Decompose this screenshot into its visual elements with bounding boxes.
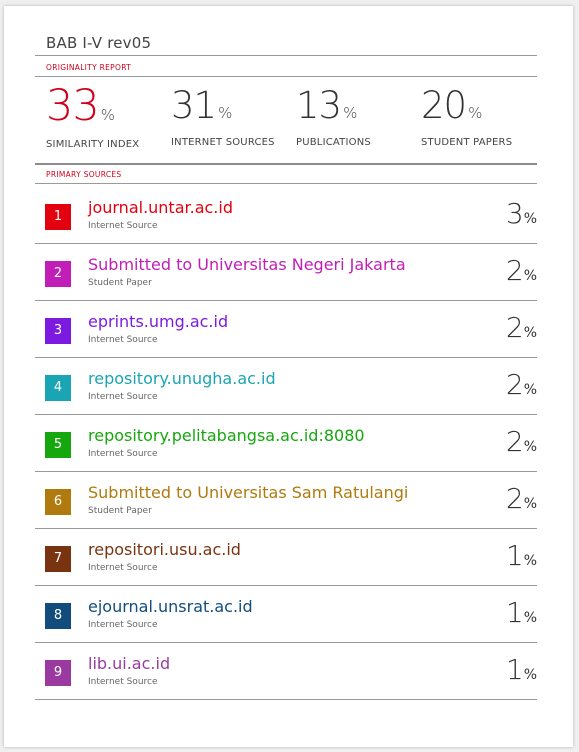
source-rank-badge: 3 <box>45 318 71 344</box>
source-percent-value: 1 <box>505 596 524 629</box>
student-papers-label: STUDENT PAPERS <box>421 137 513 148</box>
source-name-link[interactable]: repository.unugha.ac.id <box>88 369 276 388</box>
source-rank-badge: 4 <box>45 375 71 401</box>
source-percent-value: 2 <box>505 254 524 287</box>
source-type: Internet Source <box>88 335 158 345</box>
source-percent: 2% <box>506 311 537 344</box>
internet-sources-label: INTERNET SOURCES <box>171 137 275 148</box>
primary-sources-divider <box>35 183 537 184</box>
source-percent-unit: % <box>523 496 537 512</box>
source-rank-badge: 7 <box>45 546 71 572</box>
source-row: 6 Submitted to Universitas Sam Ratulangi S… <box>35 472 537 529</box>
source-percent: 2% <box>506 482 537 515</box>
source-name-link[interactable]: eprints.umg.ac.id <box>88 312 229 331</box>
source-percent-unit: % <box>523 211 537 227</box>
source-percent-unit: % <box>523 553 537 569</box>
source-percent: 2% <box>506 254 537 287</box>
title-divider <box>35 55 537 56</box>
stats-divider <box>35 163 537 165</box>
source-row: 3 eprints.umg.ac.id Internet Source 2% <box>35 301 537 358</box>
student-papers-value: 20 <box>421 84 467 127</box>
source-rank-badge: 9 <box>45 660 71 686</box>
internet-sources-stat: 31% INTERNET SOURCES <box>171 84 275 149</box>
source-type: Student Paper <box>88 506 152 516</box>
source-name-link[interactable]: repository.pelitabangsa.ac.id:8080 <box>88 426 365 445</box>
publications-unit: % <box>343 104 358 122</box>
internet-sources-unit: % <box>218 104 233 122</box>
source-percent: 3% <box>506 197 537 230</box>
source-row: 4 repository.unugha.ac.id Internet Source 2… <box>35 358 537 415</box>
primary-sources-list: 1 journal.untar.ac.id Internet Source 3% 2 Su… <box>35 187 537 700</box>
similarity-index-value: 33 <box>46 81 100 131</box>
source-percent-unit: % <box>523 667 537 683</box>
source-percent: 1% <box>506 653 537 686</box>
source-type: Internet Source <box>88 620 158 630</box>
source-row: 8 ejournal.unsrat.ac.id Internet Source 1% <box>35 586 537 643</box>
source-type: Internet Source <box>88 677 158 687</box>
source-name-link[interactable]: Submitted to Universitas Negeri Jakarta <box>88 255 406 274</box>
source-type: Internet Source <box>88 449 158 459</box>
source-type: Internet Source <box>88 221 158 231</box>
publications-stat: 13% PUBLICATIONS <box>296 84 371 149</box>
source-percent-value: 3 <box>505 197 524 230</box>
similarity-index-unit: % <box>100 106 115 124</box>
source-percent-value: 2 <box>505 482 524 515</box>
source-row: 9 lib.ui.ac.id Internet Source 1% <box>35 643 537 700</box>
document-title: BAB I-V rev05 <box>46 34 152 52</box>
source-rank-badge: 8 <box>45 603 71 629</box>
source-name-link[interactable]: ejournal.unsrat.ac.id <box>88 597 253 616</box>
source-row: 5 repository.pelitabangsa.ac.id:8080 Inter… <box>35 415 537 472</box>
source-type: Student Paper <box>88 278 152 288</box>
source-percent-value: 2 <box>505 368 524 401</box>
source-type: Internet Source <box>88 563 158 573</box>
source-rank-badge: 6 <box>45 489 71 515</box>
similarity-index-stat: 33% SIMILARITY INDEX <box>46 85 140 151</box>
source-percent: 1% <box>506 596 537 629</box>
source-row: 1 journal.untar.ac.id Internet Source 3% <box>35 187 537 244</box>
primary-sources-label: PRIMARY SOURCES <box>46 170 122 179</box>
source-rank-badge: 2 <box>45 261 71 287</box>
source-rank-badge: 5 <box>45 432 71 458</box>
source-percent-value: 1 <box>505 653 524 686</box>
similarity-index-label: SIMILARITY INDEX <box>46 139 140 150</box>
publications-value: 13 <box>296 84 342 127</box>
source-row: 2 Submitted to Universitas Negeri Jakarta… <box>35 244 537 301</box>
source-percent: 1% <box>506 539 537 572</box>
source-percent-unit: % <box>523 325 537 341</box>
originality-divider <box>35 76 537 77</box>
student-papers-stat: 20% STUDENT PAPERS <box>421 84 513 149</box>
originality-report-label: ORIGINALITY REPORT <box>46 63 132 72</box>
source-percent-unit: % <box>523 439 537 455</box>
source-percent-unit: % <box>523 610 537 626</box>
source-type: Internet Source <box>88 392 158 402</box>
source-name-link[interactable]: Submitted to Universitas Sam Ratulangi <box>88 483 409 502</box>
report-page: BAB I-V rev05 ORIGINALITY REPORT 33% SIM… <box>4 6 573 747</box>
source-percent-unit: % <box>523 382 537 398</box>
source-percent-unit: % <box>523 268 537 284</box>
source-percent-value: 1 <box>505 539 524 572</box>
source-percent-value: 2 <box>505 425 524 458</box>
source-percent: 2% <box>506 368 537 401</box>
internet-sources-value: 31 <box>171 84 217 127</box>
student-papers-unit: % <box>468 104 483 122</box>
source-rank-badge: 1 <box>45 204 71 230</box>
source-name-link[interactable]: journal.untar.ac.id <box>88 198 233 217</box>
source-percent: 2% <box>506 425 537 458</box>
source-name-link[interactable]: repositori.usu.ac.id <box>88 540 241 559</box>
source-name-link[interactable]: lib.ui.ac.id <box>88 654 171 673</box>
source-row: 7 repositori.usu.ac.id Internet Source 1% <box>35 529 537 586</box>
publications-label: PUBLICATIONS <box>296 137 371 148</box>
source-percent-value: 2 <box>505 311 524 344</box>
